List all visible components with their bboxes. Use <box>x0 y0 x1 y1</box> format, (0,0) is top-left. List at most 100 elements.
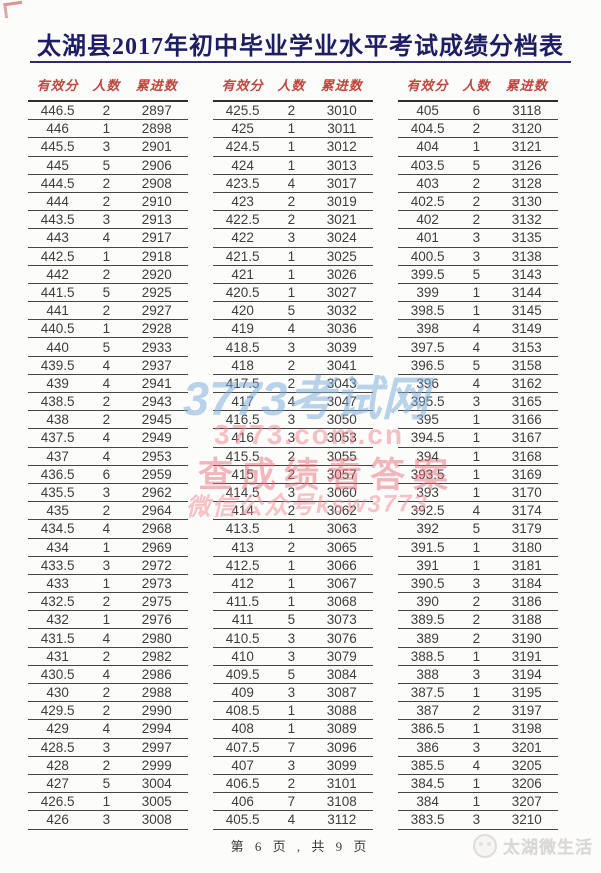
table-row: 418 2 3041 <box>213 356 373 375</box>
table-row: 403 2 3128 <box>398 174 558 193</box>
table-row: 432.5 2 2975 <box>28 592 188 612</box>
score-cell: 403 <box>398 174 458 193</box>
score-cell: 405.5 <box>213 810 273 830</box>
cumulative-cell: 3179 <box>495 519 558 539</box>
score-cell: 390.5 <box>398 574 458 594</box>
score-cell: 442.5 <box>28 247 88 266</box>
score-cell: 418.5 <box>213 337 273 357</box>
cumulative-cell: 3138 <box>495 247 558 266</box>
table-row: 442 2 2920 <box>28 265 188 284</box>
title-underline <box>30 61 571 63</box>
table-row: 439 4 2941 <box>28 374 188 394</box>
score-cell: 423.5 <box>213 174 273 193</box>
score-cell: 419 <box>213 319 273 339</box>
col-header-count: 人数 <box>272 72 311 102</box>
table-header-row: 有效分 人数 累进数 <box>28 72 188 102</box>
cumulative-cell: 2999 <box>125 756 188 775</box>
score-cell: 390 <box>398 592 458 612</box>
score-cell: 441.5 <box>28 283 88 303</box>
cumulative-cell: 2949 <box>125 428 188 448</box>
table-row: 398.5 1 3145 <box>398 301 558 321</box>
table-row: 410 3 3079 <box>213 647 373 666</box>
table-row: 426.5 1 3005 <box>28 792 188 812</box>
table-row: 441 2 2927 <box>28 301 188 321</box>
score-cell: 430.5 <box>28 665 88 685</box>
cumulative-cell: 3096 <box>310 738 373 757</box>
table-row: 438.5 2 2943 <box>28 392 188 412</box>
score-cell: 410.5 <box>213 628 273 648</box>
table-row: 445.5 3 2901 <box>28 137 188 157</box>
count-cell: 4 <box>272 810 311 830</box>
cumulative-cell: 3190 <box>495 628 558 648</box>
score-cell: 394.5 <box>398 428 458 448</box>
score-cell: 426.5 <box>28 792 88 812</box>
count-cell: 2 <box>87 101 126 121</box>
score-cell: 430 <box>28 683 88 703</box>
table-row: 429.5 2 2990 <box>28 701 188 721</box>
cumulative-cell: 2941 <box>125 374 188 394</box>
table-row: 389.5 2 3188 <box>398 610 558 630</box>
brand-label: 太湖微生活 <box>503 838 593 857</box>
cumulative-cell: 2953 <box>125 447 188 466</box>
score-cell: 445.5 <box>28 137 88 157</box>
page-number-footer: 第 6 页 , 共 9 页 <box>230 839 371 854</box>
cumulative-cell: 3011 <box>310 119 373 139</box>
table-row: 431 2 2982 <box>28 647 188 666</box>
count-cell: 3 <box>87 556 126 575</box>
score-cell: 438.5 <box>28 392 88 412</box>
score-cell: 387.5 <box>398 683 458 703</box>
count-cell: 1 <box>272 574 311 594</box>
cumulative-cell: 3158 <box>495 356 558 375</box>
score-cell: 433.5 <box>28 556 88 575</box>
count-cell: 1 <box>272 265 311 284</box>
table-row: 397.5 4 3153 <box>398 337 558 357</box>
table-row: 388.5 1 3191 <box>398 647 558 666</box>
score-cell: 383.5 <box>398 810 458 830</box>
cumulative-cell: 3128 <box>495 174 558 193</box>
cumulative-cell: 3118 <box>495 101 558 121</box>
score-cell: 387 <box>398 701 458 721</box>
score-cell: 425.5 <box>213 101 273 121</box>
count-cell: 2 <box>272 101 311 121</box>
count-cell: 1 <box>272 519 311 539</box>
table-row: 423 2 3019 <box>213 192 373 212</box>
count-cell: 4 <box>87 628 126 648</box>
score-cell: 434.5 <box>28 519 88 539</box>
cumulative-cell: 3047 <box>310 392 373 412</box>
count-cell: 2 <box>272 774 311 794</box>
cumulative-cell: 2901 <box>125 137 188 157</box>
table-row: 385.5 4 3205 <box>398 756 558 775</box>
count-cell: 1 <box>272 247 311 266</box>
count-cell: 1 <box>457 465 496 484</box>
table-row: 408 1 3089 <box>213 719 373 739</box>
count-cell: 4 <box>87 228 126 248</box>
score-cell: 386.5 <box>398 719 458 739</box>
table-row: 383.5 3 3210 <box>398 810 558 830</box>
cumulative-cell: 3153 <box>495 337 558 357</box>
score-cell: 441 <box>28 301 88 321</box>
score-cell: 423 <box>213 192 273 212</box>
table-header-row: 有效分 人数 累进数 <box>398 72 558 102</box>
score-cell: 409.5 <box>213 665 273 685</box>
cumulative-cell: 2910 <box>125 192 188 212</box>
col-header-count: 人数 <box>457 72 496 102</box>
cumulative-cell: 3084 <box>310 665 373 685</box>
count-cell: 2 <box>87 701 126 721</box>
count-cell: 1 <box>272 556 311 575</box>
cumulative-cell: 3021 <box>310 210 373 230</box>
count-cell: 1 <box>87 538 126 557</box>
score-cell: 399 <box>398 283 458 303</box>
score-cell: 406 <box>213 792 273 812</box>
table-row: 404.5 2 3120 <box>398 119 558 139</box>
score-cell: 416.5 <box>213 410 273 430</box>
cumulative-cell: 3032 <box>310 301 373 321</box>
count-cell: 4 <box>87 665 126 685</box>
cumulative-cell: 3186 <box>495 592 558 612</box>
count-cell: 2 <box>87 683 126 703</box>
score-cell: 444.5 <box>28 174 88 193</box>
count-cell: 1 <box>87 792 126 812</box>
cumulative-cell: 3143 <box>495 265 558 284</box>
score-cell: 420 <box>213 301 273 321</box>
count-cell: 2 <box>457 610 496 630</box>
